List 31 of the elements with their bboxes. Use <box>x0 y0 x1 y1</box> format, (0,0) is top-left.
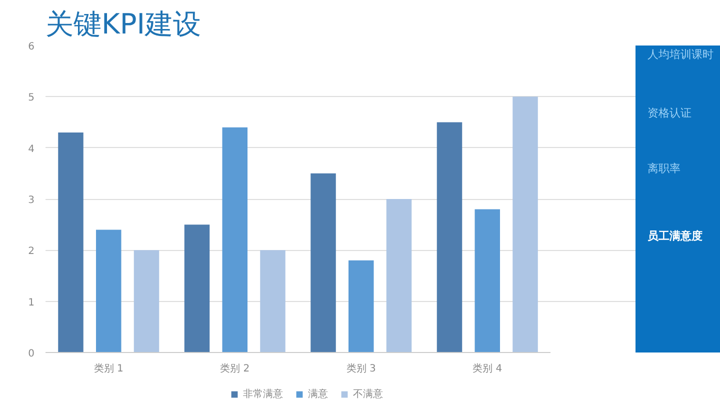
y-tick-label: 6 <box>28 42 35 52</box>
chart-title: 关键KPI建设 <box>46 8 202 40</box>
bar <box>512 96 538 352</box>
bar <box>348 260 374 352</box>
bar <box>184 224 210 352</box>
x-tick-label: 类别 3 <box>346 362 376 374</box>
y-tick-label: 3 <box>28 195 35 206</box>
bar <box>386 199 412 352</box>
bar <box>260 250 286 352</box>
bar <box>134 250 160 352</box>
y-tick-label: 1 <box>28 297 35 308</box>
legend-label: 满意 <box>308 388 328 401</box>
text: 资格认证 <box>648 106 692 120</box>
bar <box>58 132 84 352</box>
x-tick-label: 类别 2 <box>220 362 250 374</box>
bar <box>222 127 248 352</box>
bar <box>96 230 122 352</box>
legend-label: 非常满意 <box>243 388 283 401</box>
x-tick-label: 类别 4 <box>472 362 502 374</box>
y-tick-label: 0 <box>28 348 35 360</box>
bar <box>474 209 500 352</box>
text: 人均培训课时 <box>648 48 714 62</box>
bar <box>310 173 336 352</box>
y-tick-label: 2 <box>28 246 35 258</box>
bar <box>436 122 462 352</box>
legend-label: 不满意 <box>353 388 383 401</box>
x-tick-label: 类别 1 <box>94 362 124 374</box>
y-tick-label: 5 <box>28 92 35 104</box>
text: 离职率 <box>648 162 680 175</box>
y-tick-label: 4 <box>28 144 35 155</box>
text: 员工满意度 <box>648 229 702 242</box>
